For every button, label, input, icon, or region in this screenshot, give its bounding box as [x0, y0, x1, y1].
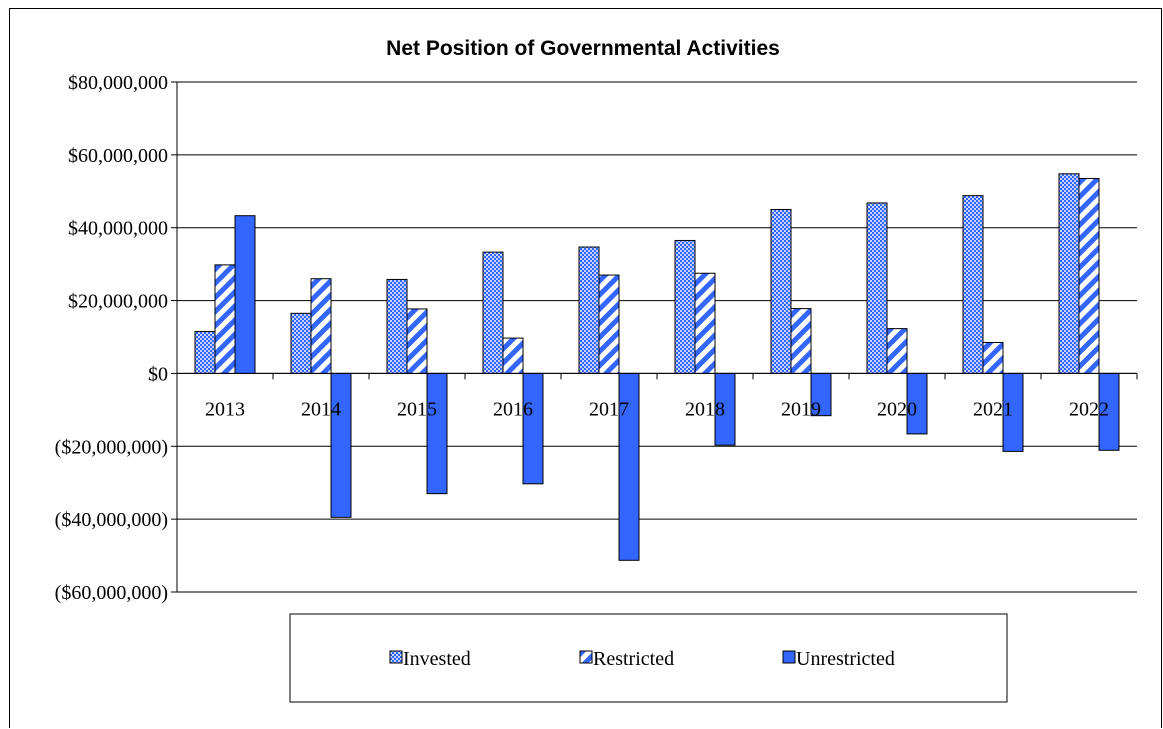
- bar-unrestricted-2016: [522, 372, 544, 485]
- bar-restricted-2015: [406, 308, 428, 374]
- x-tick-label: 2021: [973, 398, 1013, 420]
- bar-restricted-2014: [310, 278, 332, 374]
- y-tick-label: ($20,000,000): [55, 436, 168, 458]
- axes: [176, 82, 1138, 592]
- y-tick-label: ($40,000,000): [55, 509, 168, 531]
- bar-restricted-2019: [790, 308, 812, 374]
- x-axis-ticks: 2013 2014 2015 2016 2017 2018 2019 2020 2021 2022: [205, 398, 1109, 420]
- legend-swatch-restricted: [579, 650, 593, 664]
- y-axis-ticks: $80,000,000 $60,000,000 $40,000,000 $20,000…: [55, 72, 168, 604]
- bar-unrestricted-2015: [426, 372, 448, 495]
- bar-restricted-2017: [598, 274, 620, 374]
- bar-invested-2016: [482, 251, 504, 374]
- legend-swatch-unrestricted: [782, 650, 796, 664]
- chart-frame: [9, 8, 1162, 728]
- legend-box: [289, 613, 1008, 703]
- bar-restricted-2013: [214, 264, 236, 374]
- x-tick-label: 2017: [589, 398, 629, 420]
- bar-invested-2018: [674, 239, 696, 374]
- chart-title: Net Position of Governmental Activities: [386, 37, 780, 60]
- bar-restricted-2021: [982, 341, 1004, 374]
- x-tick-label: 2016: [493, 398, 533, 420]
- x-tick-label: 2014: [301, 398, 341, 420]
- y-tick-label: $40,000,000: [68, 218, 168, 240]
- bar-restricted-2018: [694, 272, 716, 374]
- y-tick-label: $20,000,000: [68, 291, 168, 313]
- x-tick-label: 2019: [781, 398, 821, 420]
- legend: Invested Restricted Unrestricted: [289, 613, 1008, 703]
- bar-invested-2015: [386, 278, 408, 374]
- legend-label-invested: Invested: [403, 648, 471, 670]
- y-tick-label: ($60,000,000): [55, 582, 168, 604]
- bar-invested-2019: [770, 209, 792, 374]
- bars: [194, 173, 1120, 561]
- x-tick-label: 2013: [205, 398, 245, 420]
- bar-invested-2013: [194, 331, 216, 374]
- legend-swatch-invested: [389, 650, 403, 664]
- y-tick-label: $0: [148, 363, 168, 385]
- legend-label-unrestricted: Unrestricted: [796, 648, 895, 670]
- bar-invested-2021: [962, 195, 984, 374]
- bar-invested-2017: [578, 246, 600, 374]
- bar-restricted-2022: [1078, 178, 1100, 374]
- bar-invested-2022: [1058, 173, 1080, 374]
- y-tick-label: $60,000,000: [68, 145, 168, 167]
- x-tick-label: 2020: [877, 398, 917, 420]
- legend-label-restricted: Restricted: [593, 648, 674, 670]
- x-tick-label: 2015: [397, 398, 437, 420]
- x-tick-label: 2018: [685, 398, 725, 420]
- bar-restricted-2016: [502, 337, 524, 374]
- y-tick-label: $80,000,000: [68, 72, 168, 94]
- bar-invested-2020: [866, 202, 888, 374]
- bar-invested-2014: [290, 312, 312, 374]
- bar-restricted-2020: [886, 328, 908, 374]
- bar-unrestricted-2013: [234, 215, 256, 374]
- bar-unrestricted-2014: [330, 372, 352, 518]
- x-tick-label: 2022: [1069, 398, 1109, 420]
